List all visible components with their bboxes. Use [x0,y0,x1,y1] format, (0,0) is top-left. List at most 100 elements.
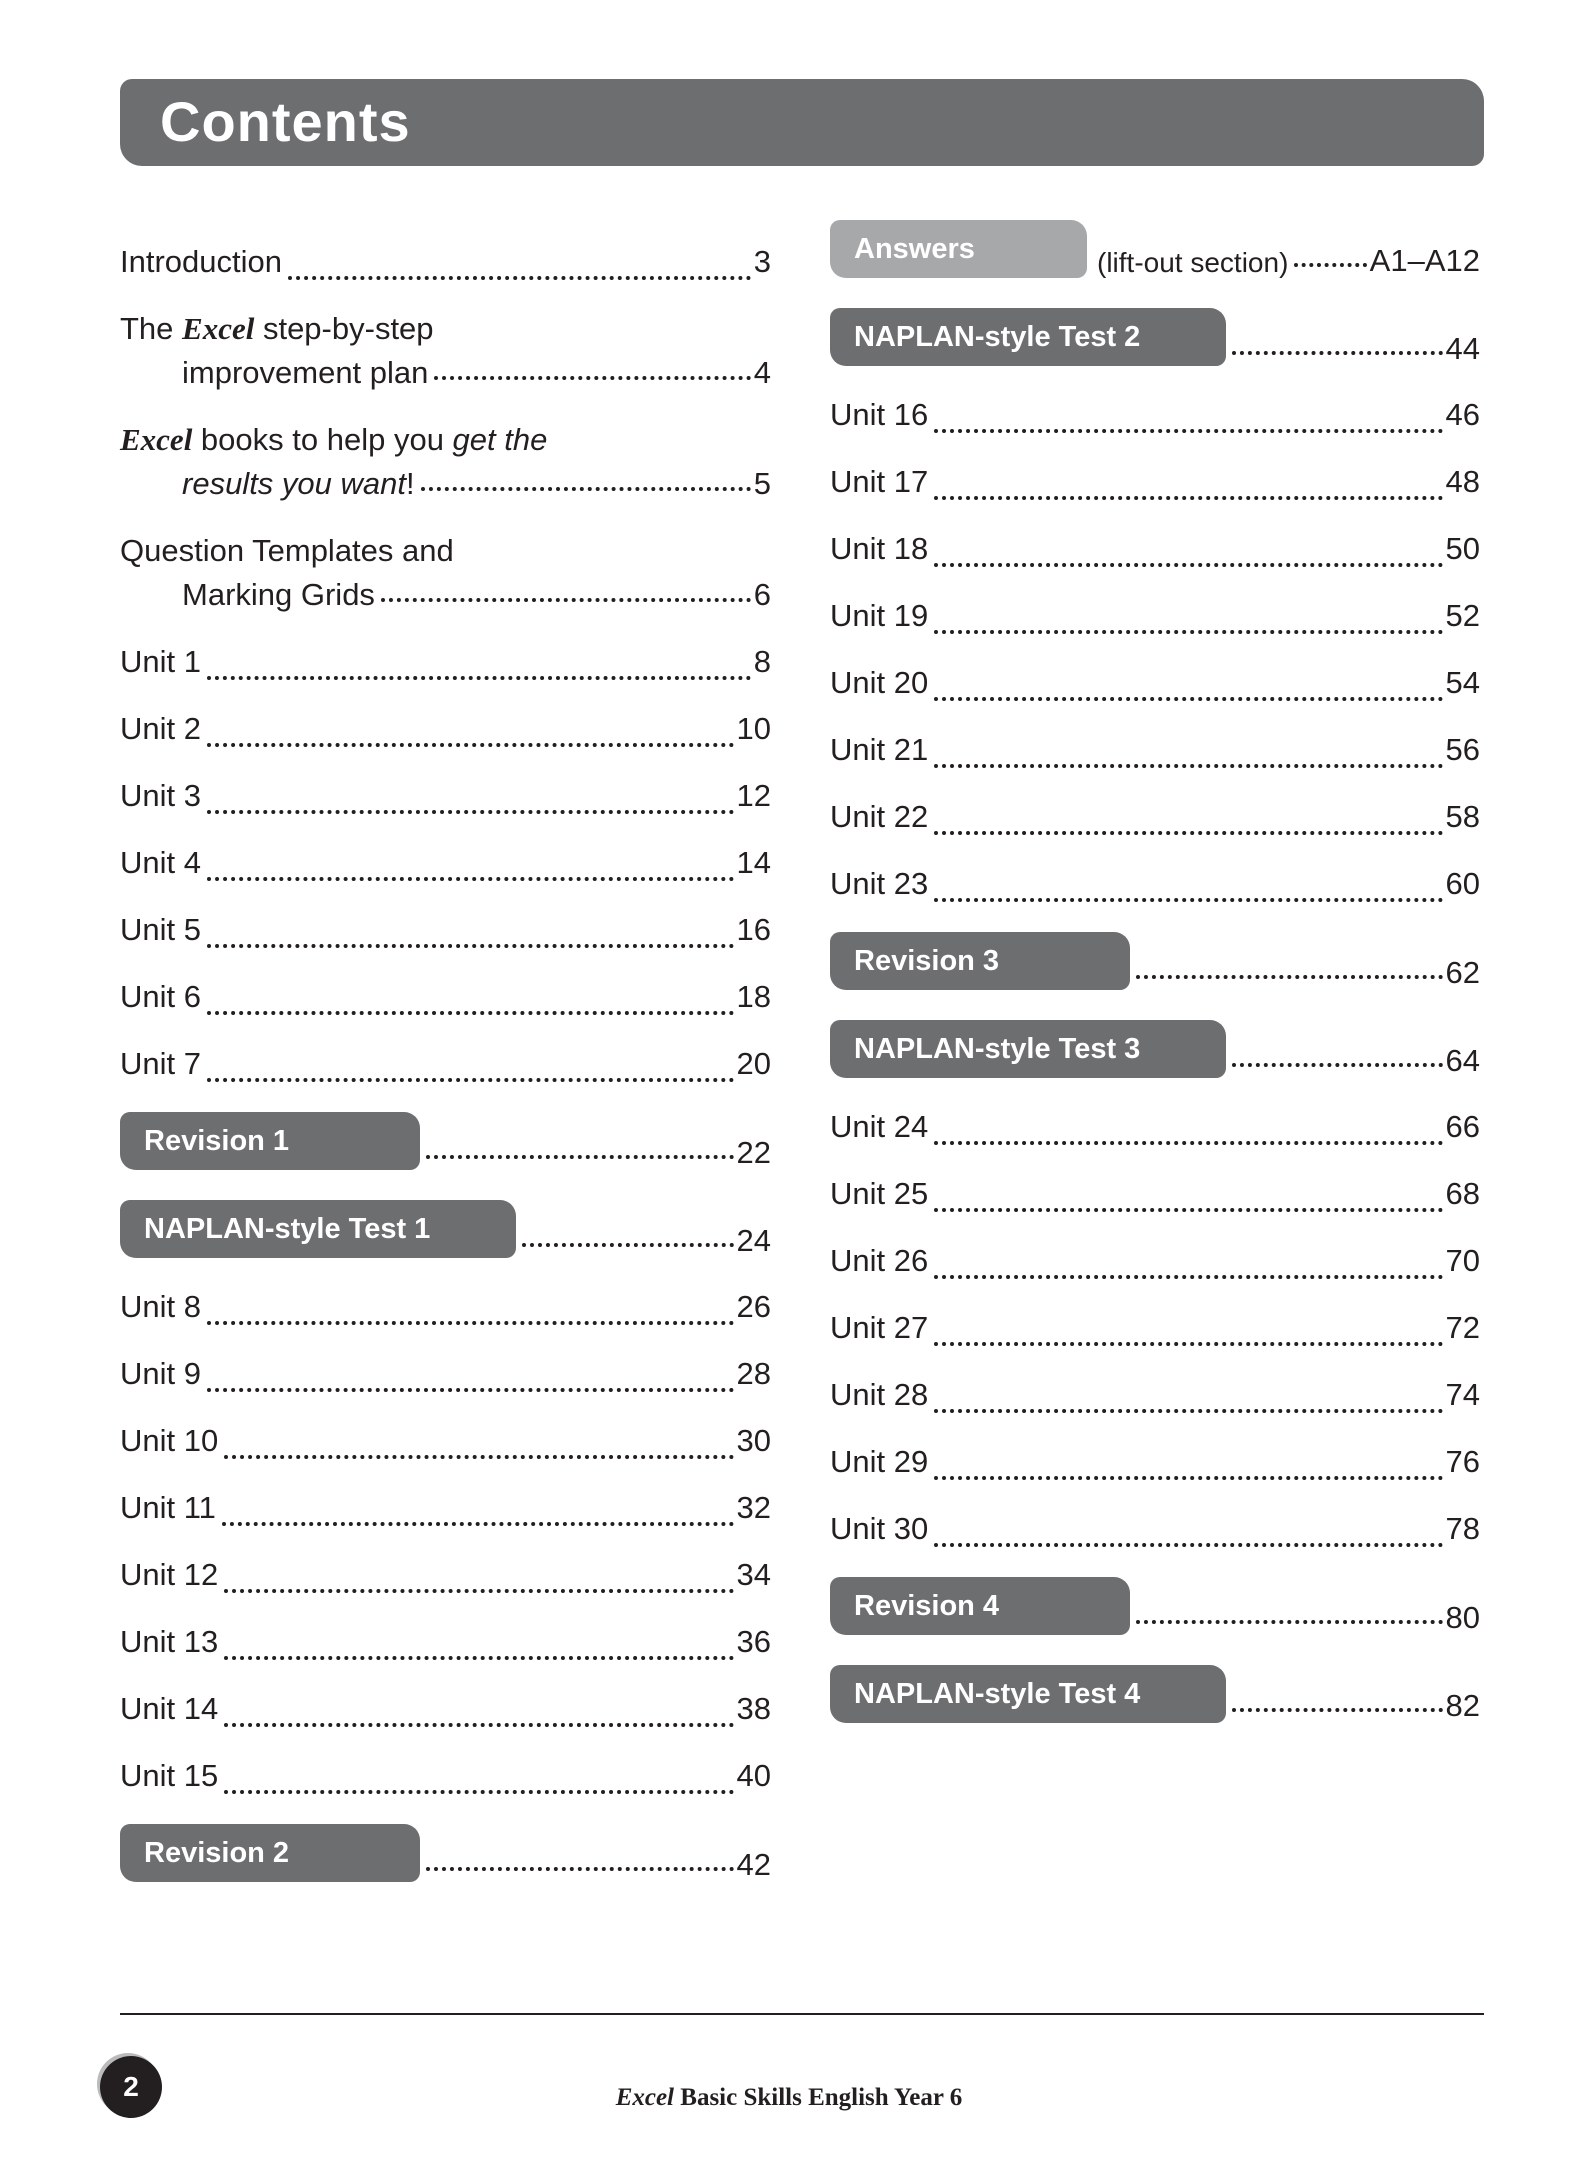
page-ref: 60 [1445,865,1480,901]
label: Unit 2 [120,710,201,746]
leader [934,496,1443,500]
label-part: ! [406,465,415,501]
page-ref: 80 [1445,1600,1480,1635]
toc-entry: Unit 6 18 [120,963,771,1030]
toc-entry: Unit 26 70 [830,1227,1480,1294]
label: Unit 13 [120,1623,219,1659]
page-ref: 72 [1445,1309,1480,1345]
label-part: Excel [120,421,193,457]
label: Unit 15 [120,1757,219,1793]
leader [934,1476,1443,1480]
page-ref: 5 [753,465,771,501]
toc-entry: Unit 29 76 [830,1428,1480,1495]
leader [1136,1620,1443,1624]
entry-line: Excel books to help you get the [120,418,771,462]
toc-entry: Unit 15 40 [120,1742,771,1809]
page-ref: 16 [736,911,771,947]
toc-entry: Unit 27 72 [830,1294,1480,1361]
label-part: Question Templates and [120,532,454,568]
section-tab: Answers [830,220,1087,278]
leader [206,1011,734,1015]
note: (lift-out section) [1097,247,1289,278]
leader [934,697,1443,701]
toc-entry: Unit 20 54 [830,649,1480,716]
label: Unit 29 [830,1443,929,1479]
leader [224,1723,734,1727]
leader [934,429,1443,433]
toc-entry: Unit 17 48 [830,448,1480,515]
leader [934,764,1443,768]
label-part: Excel [182,310,255,346]
page-ref: 14 [736,844,771,880]
label: Unit 27 [830,1309,929,1345]
footer-rule [120,2013,1484,2015]
toc-entry: Revision 1 22 [120,1097,771,1185]
toc-entry: Introduction 3 [120,228,771,295]
page-ref: 18 [736,978,771,1014]
toc-entry: Excel books to help you get the results y… [120,406,771,517]
leader [206,1321,734,1325]
leader [934,898,1443,902]
leader [434,375,751,380]
right-column: Answers (lift-out section) A1–A12 NAPLAN-st… [830,205,1480,1738]
footer-title: Basic Skills English Year 6 [680,2084,963,2111]
page-ref: 8 [753,643,771,679]
page-ref: 50 [1445,530,1480,566]
label: Unit 21 [830,731,929,767]
leader [934,1543,1443,1547]
toc-entry: Unit 3 12 [120,762,771,829]
leader [426,1155,734,1159]
leader [224,1790,734,1794]
label-part: results you want [182,465,406,501]
toc-entry: Unit 2 10 [120,695,771,762]
label: Unit 10 [120,1422,219,1458]
page-ref: 68 [1445,1175,1480,1211]
page-ref: 64 [1445,1043,1480,1078]
leader [206,1388,734,1392]
label: Unit 24 [830,1108,929,1144]
entry-line: Question Templates and [120,529,771,573]
page-ref: 28 [736,1355,771,1391]
toc-entry: Unit 21 56 [830,716,1480,783]
label: Unit 3 [120,777,201,813]
label: Unit 16 [830,396,929,432]
toc-entry: Unit 28 74 [830,1361,1480,1428]
label: results you want! [182,466,415,502]
toc-entry: NAPLAN-style Test 4 82 [830,1650,1480,1738]
leader [426,1867,734,1871]
page-ref: 20 [736,1045,771,1081]
label-part: The [120,310,183,346]
toc-entry: Unit 1 8 [120,628,771,695]
page-ref: 46 [1445,396,1480,432]
leader [206,743,734,747]
leader [934,1342,1443,1346]
page-ref: 12 [736,777,771,813]
leader [420,486,751,491]
entry-line: Marking Grids 6 [120,573,771,617]
leader [224,1589,734,1593]
page-ref: 70 [1445,1242,1480,1278]
page-ref: 36 [736,1623,771,1659]
label: Unit 6 [120,978,201,1014]
leader [224,1455,734,1459]
toc-entry: Revision 2 42 [120,1809,771,1897]
label: Unit 5 [120,911,201,947]
leader [934,1208,1443,1212]
toc-entry: Unit 10 30 [120,1407,771,1474]
leader [380,597,751,602]
toc-entry: Unit 19 52 [830,582,1480,649]
leader [1232,1708,1443,1712]
toc-entry: Unit 7 20 [120,1030,771,1097]
label: Unit 30 [830,1510,929,1546]
page-ref: 82 [1445,1688,1480,1723]
toc-entry: The Excel step-by-step improvement plan 4 [120,295,771,406]
page-ref: 58 [1445,798,1480,834]
page-ref: 78 [1445,1510,1480,1546]
page-ref: A1–A12 [1369,243,1480,278]
leader [934,831,1443,835]
entry-line: improvement plan 4 [120,351,771,395]
leader [934,1409,1443,1413]
toc-entry: Unit 4 14 [120,829,771,896]
leader [206,877,734,881]
toc-entry: Unit 25 68 [830,1160,1480,1227]
